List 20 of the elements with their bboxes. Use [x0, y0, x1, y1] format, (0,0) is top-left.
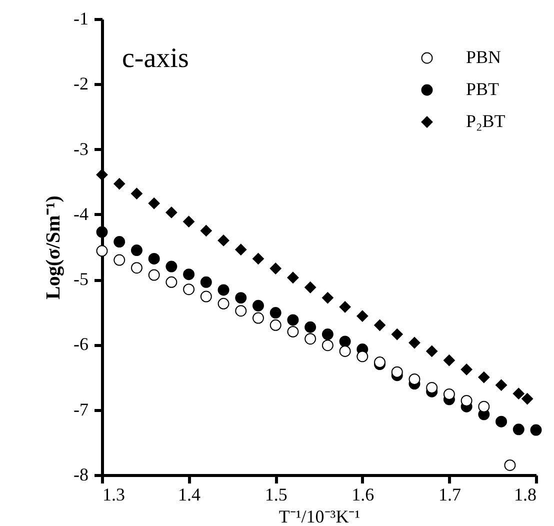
- x-tick-label: 1.3: [102, 484, 125, 504]
- x-tick-label: 1.6: [352, 484, 374, 504]
- x-tick-label: 1.4: [178, 484, 201, 504]
- y-tick-label: -8: [74, 464, 88, 484]
- y-axis-title: Log(σ/Sm⁻¹): [42, 196, 65, 300]
- x-tick-label: 1.5: [264, 484, 288, 504]
- y-tick-label: -2: [74, 74, 88, 94]
- x-tick-label: 1.8: [514, 484, 536, 504]
- legend-label: P₂BT: [466, 111, 506, 131]
- y-tick-label: -5: [74, 269, 88, 290]
- legend-label: PBN: [466, 47, 502, 67]
- y-tick-label: -6: [74, 334, 88, 354]
- y-tick-label: -1: [74, 8, 88, 28]
- x-axis-title: T⁻¹/10⁻³K⁻¹: [278, 506, 360, 526]
- x-tick-label: 1.7: [438, 484, 461, 504]
- annotation: c-axis: [122, 43, 189, 74]
- y-tick-label: -7: [74, 399, 88, 420]
- y-tick-label: -4: [74, 204, 88, 224]
- y-tick-label: -3: [74, 138, 88, 159]
- legend-label: PBT: [466, 79, 500, 99]
